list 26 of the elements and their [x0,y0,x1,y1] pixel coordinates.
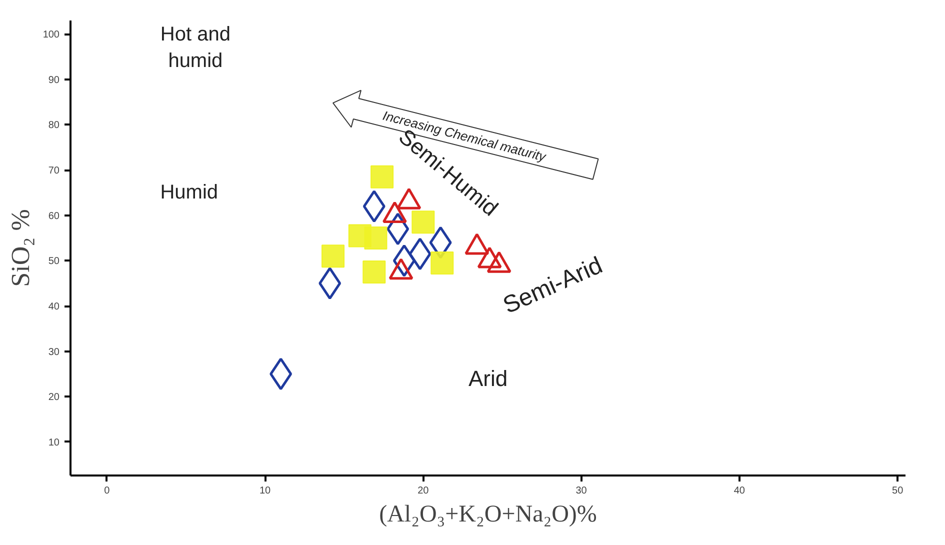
x-tick-label: 0 [104,486,110,496]
x-tick-label: 20 [418,486,430,496]
x-axis-title: (Al₂O₃+K₂O+Na₂O)% [379,502,597,528]
y-tick-label: 40 [48,302,60,313]
point [364,226,388,250]
annotation: Hot and humid [160,23,230,72]
y-tick-label: 50 [48,256,60,268]
annotation: Humid [160,182,218,204]
point [430,251,454,274]
y-axis-title: SiO₂ % [6,209,35,287]
y-tick-label: 80 [48,120,60,132]
y-tick-label: 30 [48,346,60,358]
point [322,244,345,268]
annotation: Arid [468,366,508,392]
y-tick-label: 20 [48,392,60,404]
y-tick-label: 100 [42,30,60,41]
point [362,260,386,284]
y-tick-label: 90 [48,74,60,86]
x-tick-label: 40 [734,486,746,496]
point [370,165,394,188]
x-tick-label: 30 [576,486,588,496]
y-tick-label: 60 [48,210,60,222]
y-tick-label: 70 [48,166,60,177]
y-tick-label: 10 [48,437,60,448]
x-tick-label: 10 [259,486,272,496]
x-tick-label: 50 [892,486,904,496]
